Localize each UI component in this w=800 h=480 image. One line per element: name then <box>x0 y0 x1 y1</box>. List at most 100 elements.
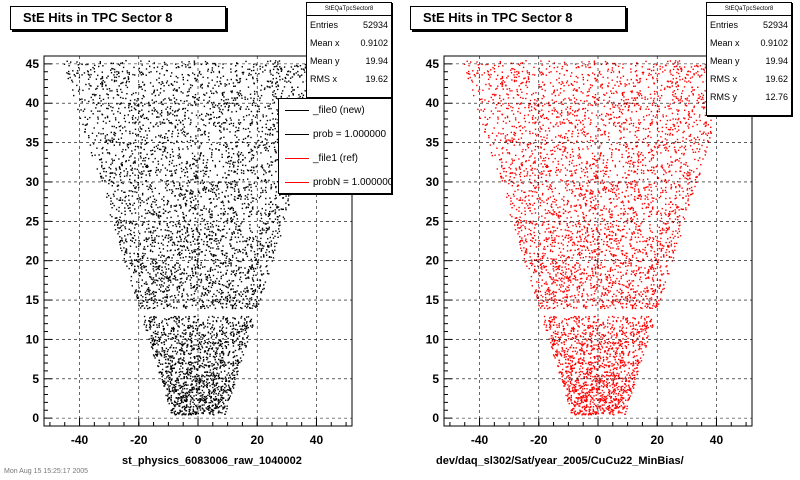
hit-point <box>157 267 159 270</box>
hit-point <box>164 276 166 278</box>
hit-point <box>189 339 191 341</box>
hit-point <box>261 130 263 133</box>
hit-point <box>292 94 294 96</box>
hit-point <box>209 290 211 292</box>
hit-point <box>169 303 171 305</box>
hit-point <box>206 289 209 291</box>
hit-point <box>260 249 263 251</box>
hit-point <box>266 147 268 150</box>
hit-point <box>207 332 210 334</box>
hit-point <box>236 241 238 243</box>
hit-point <box>190 136 192 138</box>
hit-point <box>178 385 180 387</box>
hit-point <box>134 179 136 182</box>
hit-point <box>281 69 283 71</box>
hit-point <box>189 123 191 126</box>
hit-point <box>240 307 242 309</box>
hit-point <box>79 117 82 119</box>
hit-point <box>148 320 151 322</box>
hit-point <box>130 155 132 157</box>
hit-point <box>225 257 227 259</box>
hit-point <box>206 170 208 172</box>
hit-point <box>224 332 226 334</box>
hit-point <box>195 394 197 396</box>
hit-point <box>264 222 266 225</box>
hit-point <box>120 82 122 85</box>
hit-point <box>274 245 276 248</box>
hit-point <box>120 212 123 214</box>
hit-point <box>203 399 206 401</box>
hit-point <box>214 280 217 282</box>
hit-point <box>167 211 169 214</box>
hit-point <box>201 412 203 414</box>
hit-point <box>163 85 165 87</box>
hit-point <box>154 150 156 152</box>
hit-point <box>235 367 238 369</box>
hit-point <box>152 282 154 284</box>
hit-point <box>203 93 205 96</box>
hit-point <box>227 353 230 355</box>
hit-point <box>251 207 254 209</box>
hit-point <box>102 177 104 179</box>
hit-point <box>116 220 119 222</box>
hit-point <box>138 70 141 73</box>
hit-point <box>175 362 177 365</box>
hit-point <box>114 117 117 119</box>
hit-point <box>227 156 229 158</box>
hit-point <box>111 207 113 209</box>
hit-point <box>125 248 127 250</box>
hit-point <box>165 263 167 265</box>
hit-point <box>77 72 79 74</box>
hit-point <box>209 333 212 335</box>
hit-point <box>212 189 214 191</box>
hit-point <box>179 368 181 370</box>
hit-point <box>246 237 248 240</box>
hit-point <box>171 173 173 175</box>
hit-point <box>132 172 134 174</box>
hit-point <box>156 349 158 351</box>
hit-point <box>164 137 166 139</box>
hit-point <box>126 93 128 95</box>
hit-point <box>213 344 215 346</box>
hit-point <box>179 226 181 228</box>
hit-point <box>266 143 268 145</box>
hit-point <box>159 215 162 217</box>
hit-point <box>270 127 272 129</box>
hit-point <box>229 239 231 241</box>
hit-point <box>148 60 150 62</box>
hit-point <box>251 119 253 121</box>
hit-point <box>202 304 204 306</box>
hit-point <box>160 273 163 275</box>
hit-point <box>140 143 143 145</box>
hit-point <box>126 145 129 147</box>
hit-point <box>125 260 127 262</box>
hit-point <box>214 389 217 392</box>
hit-point <box>234 196 236 198</box>
hit-point <box>138 67 140 70</box>
hit-point <box>153 355 155 357</box>
hit-point <box>274 194 277 197</box>
hit-point <box>189 335 192 338</box>
hit-point <box>154 260 157 263</box>
hit-point <box>179 392 181 395</box>
hit-point <box>153 110 156 112</box>
hit-point <box>250 320 252 323</box>
hit-point <box>198 99 200 101</box>
hit-point <box>261 164 263 166</box>
hit-point <box>115 76 118 79</box>
hit-point <box>221 361 224 364</box>
hit-point <box>102 168 104 170</box>
hit-point <box>233 303 236 305</box>
hit-point <box>194 290 196 292</box>
hit-point <box>160 284 163 286</box>
hit-point <box>146 329 149 332</box>
hit-point <box>275 83 277 85</box>
hit-point <box>191 389 193 391</box>
hit-point <box>189 412 191 415</box>
hit-point <box>230 71 232 73</box>
hit-point <box>299 95 301 98</box>
hit-point <box>153 198 156 200</box>
hit-point <box>238 139 240 141</box>
hit-point <box>235 291 237 294</box>
hit-point <box>128 105 130 107</box>
